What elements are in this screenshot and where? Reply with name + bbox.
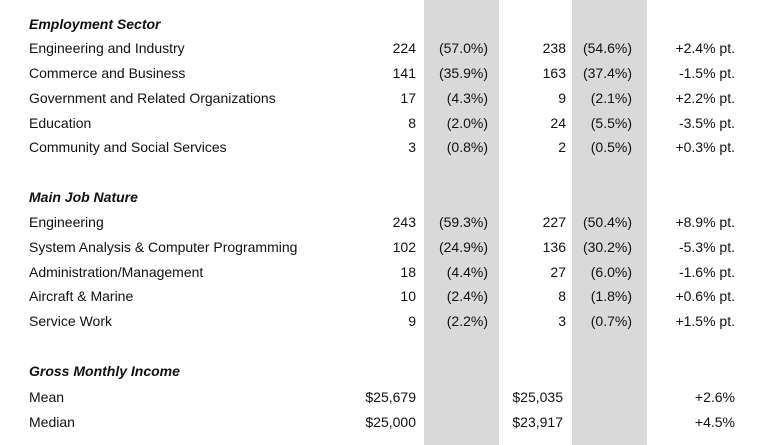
table-row: Engineering and Industry 224 (57.0%) 238… <box>0 38 779 58</box>
count-previous: 3 <box>408 139 416 155</box>
percent-previous: (4.4%) <box>446 264 488 280</box>
row-label: Administration/Management <box>29 264 204 280</box>
section-title-main-job-nature: Main Job Nature <box>29 189 138 205</box>
count-current: 9 <box>558 90 566 106</box>
count-previous: 18 <box>400 264 416 280</box>
table-row: Engineering 243 (59.3%) 227 (50.4%) +8.9… <box>0 212 779 232</box>
percent-previous: (2.2%) <box>446 313 488 329</box>
row-label: Service Work <box>29 313 112 329</box>
count-previous: 9 <box>408 313 416 329</box>
percent-previous: (59.3%) <box>438 214 488 230</box>
percent-previous: (2.4%) <box>446 288 488 304</box>
shaded-column-previous <box>424 0 499 445</box>
row-label: Engineering <box>29 214 104 230</box>
count-current: 8 <box>558 288 566 304</box>
shaded-column-current <box>572 0 647 445</box>
percent-previous: (24.9%) <box>438 239 488 255</box>
percent-previous: (57.0%) <box>438 40 488 56</box>
count-previous: 17 <box>400 90 416 106</box>
count-previous: 10 <box>400 288 416 304</box>
percent-current: (54.6%) <box>582 40 632 56</box>
table-row: Commerce and Business 141 (35.9%) 163 (3… <box>0 63 779 83</box>
row-label: Education <box>29 115 92 131</box>
change-value: +0.3% pt. <box>675 139 735 155</box>
percent-current: (1.8%) <box>590 288 632 304</box>
percent-current: (0.5%) <box>590 139 632 155</box>
count-current: 136 <box>542 239 566 255</box>
section-title-gross-monthly-income: Gross Monthly Income <box>29 363 180 379</box>
table-row: Service Work 9 (2.2%) 3 (0.7%) +1.5% pt. <box>0 311 779 331</box>
income-previous: $25,000 <box>365 414 416 430</box>
table-row: Mean $25,679 $25,035 +2.6% <box>0 387 779 407</box>
count-previous: 224 <box>392 40 416 56</box>
change-value: +1.5% pt. <box>675 313 735 329</box>
percent-previous: (4.3%) <box>446 90 488 106</box>
change-value: +2.2% pt. <box>675 90 735 106</box>
row-label: Median <box>29 414 75 430</box>
percent-current: (5.5%) <box>590 115 632 131</box>
percent-current: (37.4%) <box>582 65 632 81</box>
change-value: +2.4% pt. <box>675 40 735 56</box>
table-row: Median $25,000 $23,917 +4.5% <box>0 412 779 432</box>
income-previous: $25,679 <box>365 389 416 405</box>
income-current: $23,917 <box>512 414 563 430</box>
change-value: -5.3% pt. <box>678 239 735 255</box>
count-current: 227 <box>542 214 566 230</box>
row-label: Commerce and Business <box>29 65 186 81</box>
percent-previous: (2.0%) <box>446 115 488 131</box>
row-label: Government and Related Organizations <box>29 90 276 106</box>
percent-previous: (0.8%) <box>446 139 488 155</box>
percent-current: (6.0%) <box>590 264 632 280</box>
change-value: -1.5% pt. <box>678 65 735 81</box>
change-value: +2.6% <box>694 389 735 405</box>
income-current: $25,035 <box>512 389 563 405</box>
count-previous: 141 <box>392 65 416 81</box>
table-row: Aircraft & Marine 10 (2.4%) 8 (1.8%) +0.… <box>0 286 779 306</box>
row-label: Aircraft & Marine <box>29 288 134 304</box>
count-current: 3 <box>558 313 566 329</box>
count-current: 24 <box>550 115 566 131</box>
count-previous: 8 <box>408 115 416 131</box>
table-row: Community and Social Services 3 (0.8%) 2… <box>0 137 779 157</box>
table-row: Government and Related Organizations 17 … <box>0 88 779 108</box>
change-value: +4.5% <box>694 414 735 430</box>
percent-previous: (35.9%) <box>438 65 488 81</box>
section-title-employment-sector: Employment Sector <box>29 16 161 32</box>
row-label: Community and Social Services <box>29 139 227 155</box>
count-previous: 243 <box>392 214 416 230</box>
percent-current: (0.7%) <box>590 313 632 329</box>
table-row: Administration/Management 18 (4.4%) 27 (… <box>0 262 779 282</box>
count-current: 238 <box>542 40 566 56</box>
row-label: System Analysis & Computer Programming <box>29 239 298 255</box>
change-value: +0.6% pt. <box>675 288 735 304</box>
row-label: Engineering and Industry <box>29 40 185 56</box>
count-current: 27 <box>550 264 566 280</box>
count-previous: 102 <box>392 239 416 255</box>
change-value: -1.6% pt. <box>678 264 735 280</box>
percent-current: (2.1%) <box>590 90 632 106</box>
change-value: +8.9% pt. <box>675 214 735 230</box>
change-value: -3.5% pt. <box>678 115 735 131</box>
table-row: Education 8 (2.0%) 24 (5.5%) -3.5% pt. <box>0 113 779 133</box>
count-current: 2 <box>558 139 566 155</box>
count-current: 163 <box>542 65 566 81</box>
percent-current: (50.4%) <box>582 214 632 230</box>
table-row: System Analysis & Computer Programming 1… <box>0 237 779 257</box>
row-label: Mean <box>29 389 65 405</box>
percent-current: (30.2%) <box>582 239 632 255</box>
